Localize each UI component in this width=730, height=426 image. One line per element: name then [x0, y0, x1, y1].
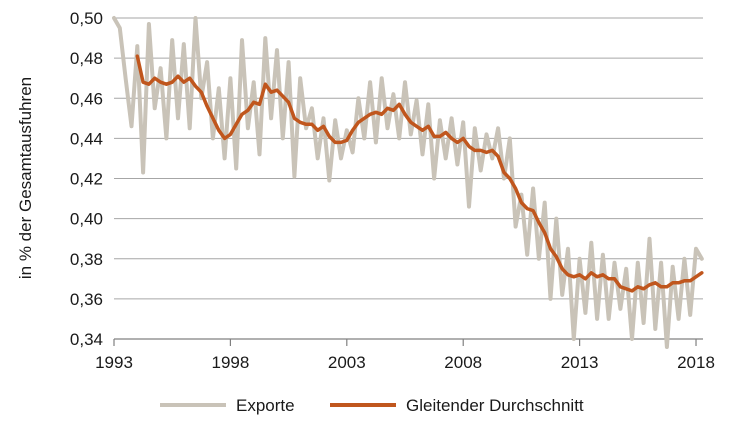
y-tick-label: 0,44	[70, 129, 103, 148]
legend: Exporte Gleitender Durchschnitt	[160, 396, 584, 415]
y-tick-label: 0,36	[70, 290, 103, 309]
y-tick-label: 0,46	[70, 89, 103, 108]
grid-lines	[114, 17, 703, 340]
y-tick-label: 0,42	[70, 170, 103, 189]
x-tick-label: 2003	[328, 353, 366, 372]
legend-label-gleitender-durchschnitt: Gleitender Durchschnitt	[406, 396, 584, 415]
x-axis: 1993 1998 2003 2008 2013 2018	[95, 339, 715, 372]
y-axis: 0,34 0,36 0,38 0,40 0,42 0,44 0,46 0,48 0,50	[70, 9, 103, 349]
series-line-exporte	[112, 16, 704, 349]
y-tick-label: 0,34	[70, 330, 103, 349]
y-tick-label: 0,50	[70, 9, 103, 28]
x-tick-label: 2008	[444, 353, 482, 372]
x-tick-label: 1993	[95, 353, 133, 372]
y-tick-label: 0,48	[70, 49, 103, 68]
x-tick-label: 1998	[211, 353, 249, 372]
series-line-gleitender-durchschnitt	[135, 54, 704, 293]
y-tick-label: 0,40	[70, 210, 103, 229]
series-layer	[112, 16, 704, 349]
y-axis-title: in % der Gesamtausfuhren	[16, 77, 35, 279]
y-tick-label: 0,38	[70, 250, 103, 269]
x-tick-label: 2013	[561, 353, 599, 372]
x-tick-label: 2018	[677, 353, 715, 372]
legend-label-exporte: Exporte	[236, 396, 295, 415]
